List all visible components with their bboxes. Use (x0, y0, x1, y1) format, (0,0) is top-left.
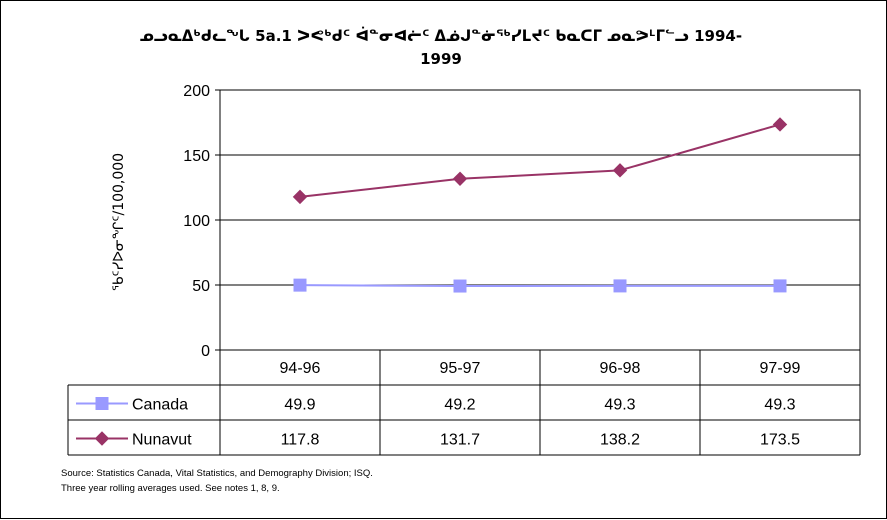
chart-title-line-2: 1999 (420, 50, 462, 68)
data-point-nunavut (452, 171, 468, 186)
chart-title-line-1: ᓄᓗᓇᐃᒃᑯᓚᖓ 5a.1 ᐳᕙᒃᑯᑦ ᐋᓐᓂᐊᓖᑦ ᐃᓅᒍᓐᓃᖅᓯᒪᔪᑦ ᑲᓇ… (140, 27, 742, 45)
x-category-label: 97-99 (760, 360, 801, 377)
source-note: Source: Statistics Canada, Vital Statist… (61, 468, 373, 479)
legend-marker-nunavut (94, 431, 110, 446)
y-tick-label-100: 100 (183, 213, 210, 230)
table-value-canada: 49.2 (444, 397, 475, 414)
x-category-label: 95-97 (440, 360, 481, 377)
data-point-canada (613, 279, 627, 293)
data-point-nunavut (612, 163, 628, 178)
x-category-label: 96-98 (600, 360, 641, 377)
y-tick-label-150: 150 (183, 148, 210, 165)
y-tick-label-50: 50 (192, 278, 210, 295)
data-point-canada (453, 279, 467, 293)
data-point-nunavut (292, 189, 308, 205)
legend-label-canada: Canada (132, 397, 188, 414)
x-category-label: 94-96 (280, 360, 321, 377)
averages-note: Three year rolling averages used. See no… (61, 483, 280, 494)
data-point-canada (293, 278, 307, 292)
data-point-nunavut (772, 117, 788, 132)
table-value-canada: 49.3 (764, 397, 795, 414)
table-value-nunavut: 173.5 (760, 432, 800, 449)
table-value-canada: 49.9 (284, 397, 315, 414)
series-line-nunavut (299, 123, 781, 198)
table-value-nunavut: 131.7 (440, 432, 480, 449)
legend-label-nunavut: Nunavut (132, 432, 192, 449)
table-value-nunavut: 117.8 (281, 432, 320, 449)
legend-marker-canada (95, 397, 109, 410)
y-axis-label: ᖃᑦᓯᐅᓂᖏᑦ/100,000 (111, 153, 127, 291)
table-value-nunavut: 138.2 (600, 432, 640, 449)
series-line-canada (299, 284, 780, 288)
table-value-canada: 49.3 (604, 397, 635, 414)
data-point-canada (773, 279, 787, 293)
y-tick-label-200: 200 (183, 83, 210, 100)
y-tick-label-0: 0 (201, 343, 210, 360)
